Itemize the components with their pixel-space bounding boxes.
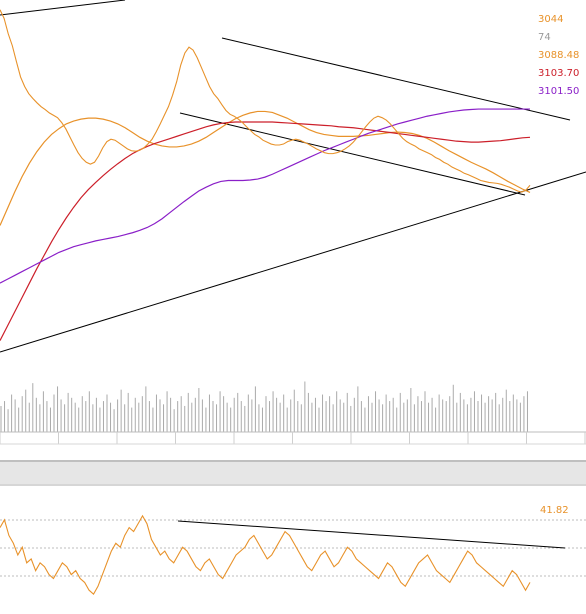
trendline-2: [221, 37, 571, 121]
price-trendlines: [0, 0, 586, 353]
separator-edge: [0, 484, 586, 486]
legend-value-2: 74: [538, 32, 551, 43]
legend-value-1: 3044: [538, 14, 563, 25]
price-line: [0, 9, 531, 193]
ma-mid-line: [0, 121, 531, 341]
ma-short-line: [0, 110, 531, 226]
indicator-trendline-line: [177, 520, 566, 549]
indicator-label: 41.82: [540, 505, 569, 516]
trendline-4: [0, 171, 586, 353]
ma-long-line: [0, 108, 530, 284]
separator-line: [0, 460, 586, 462]
price-series: [0, 9, 531, 193]
legend-value-3: 3088.48: [538, 50, 579, 61]
legend-value-4: 3103.70: [538, 68, 579, 79]
indicator-value-label: 41.82: [540, 505, 569, 516]
indicator-panel: 41.82: [0, 505, 586, 595]
trendline-1: [0, 0, 126, 16]
indicator-line: [0, 514, 531, 595]
volume-panel: [0, 381, 586, 445]
indicator-series: [0, 514, 531, 595]
price-panel: 3044 74 3088.48 3103.70 3101.50: [0, 0, 586, 353]
legend-value-5: 3101.50: [538, 86, 579, 97]
indicator-trendline: [177, 520, 566, 549]
moving-averages: [0, 108, 531, 341]
trendline-3: [179, 112, 526, 196]
indicator-gridlines: [0, 519, 586, 577]
price-legend: 3044 74 3088.48 3103.70 3101.50: [538, 14, 579, 97]
separator-band: [0, 462, 586, 484]
panel-separator: [0, 460, 586, 486]
